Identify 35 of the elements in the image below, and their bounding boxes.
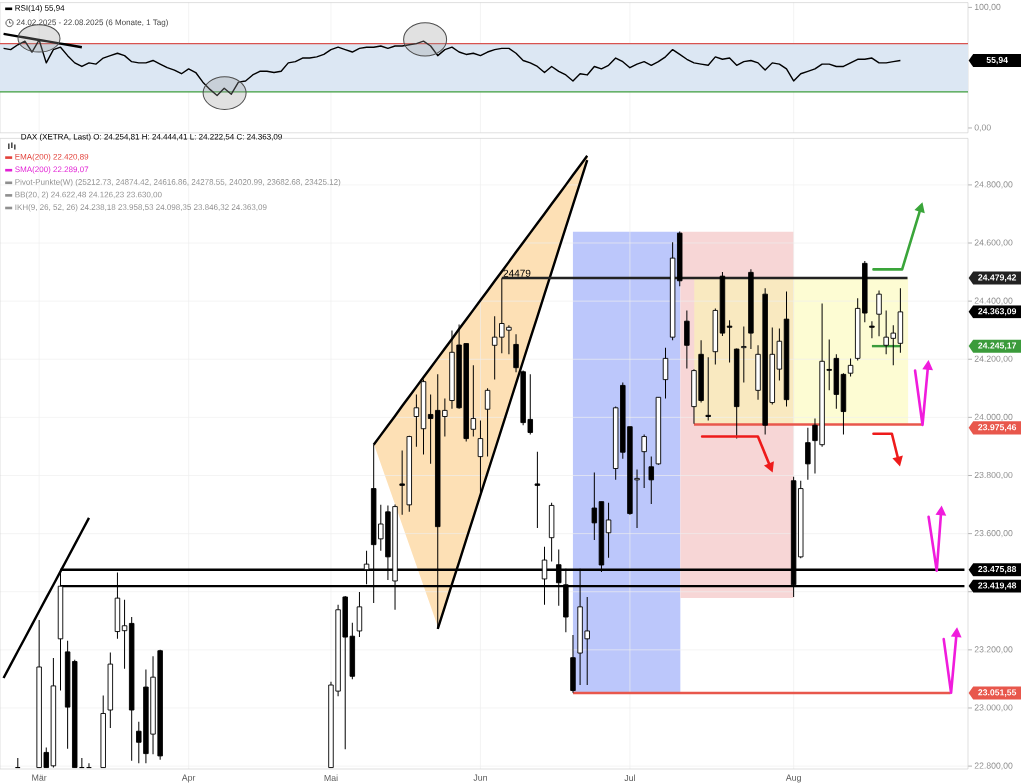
legend-label: IKH(9, 26, 52, 26) 24.238,18 23.958,53 24.098,35 23.846,32 24.363,09 <box>15 204 267 212</box>
text: 24.363,09 <box>978 308 1017 316</box>
y-tick-label: 23.600,00 <box>974 530 1013 538</box>
text: 23.975,46 <box>978 424 1017 432</box>
y-tick-label: 23.000,00 <box>974 704 1013 712</box>
x-tick-label: Mai <box>324 774 338 782</box>
legend-label: SMA(200) 22.289,07 <box>15 166 89 174</box>
text: 24.02.2025 - 22.08.2025 (6 Monate, 1 Tag) <box>16 19 168 27</box>
y-tick-label: 23.800,00 <box>974 471 1013 480</box>
y-tick-label: 24.000,00 <box>974 413 1013 421</box>
y-tick-label: 24.400,00 <box>974 297 1013 305</box>
text: 24.479,42 <box>978 274 1017 282</box>
annotation: 24479 <box>503 269 531 277</box>
x-tick-label: Jun <box>473 774 487 781</box>
legend-label: RSI(14) 55,94 <box>15 4 65 13</box>
y-tick-label: 24.800,00 <box>974 181 1013 189</box>
series-label: 23.419,48 <box>978 582 1017 590</box>
legend-label: EMA(200) 22.420,89 <box>15 153 89 162</box>
y-tick-label: 24.200,00 <box>974 355 1013 363</box>
text: 23.051,55 <box>978 689 1017 697</box>
y-tick-label: 22.800,00 <box>974 762 1013 770</box>
y-tick-label: 100,00 <box>974 3 1001 11</box>
x-tick-label: Jul <box>624 774 635 782</box>
text: 55,94 <box>986 56 1008 65</box>
y-tick-label: 0,00 <box>974 124 991 132</box>
x-tick-label: Apr <box>181 774 196 783</box>
text: 24.245,17 <box>978 342 1017 350</box>
x-tick-label: Aug <box>785 774 801 783</box>
series-label: 23.475,88 <box>978 565 1017 574</box>
y-tick-label: 23.200,00 <box>974 646 1013 654</box>
legend-label: BB(20, 2) 24.622,48 24.126,23 23.630,00 <box>15 191 162 199</box>
y-tick-label: 24.600,00 <box>974 239 1013 247</box>
legend-label: Pivot-Punkte(W) (25212.73, 24874.42, 24616.86, 24278.55, 24020.99, 23682.68, 23425.12) <box>15 178 341 187</box>
x-tick-label: Mär <box>32 774 47 781</box>
chart-title: DAX (XETRA, Last) O: 24.254,81 H: 24.444,41 L: 24.222,54 C: 24.363,09 <box>21 133 282 142</box>
